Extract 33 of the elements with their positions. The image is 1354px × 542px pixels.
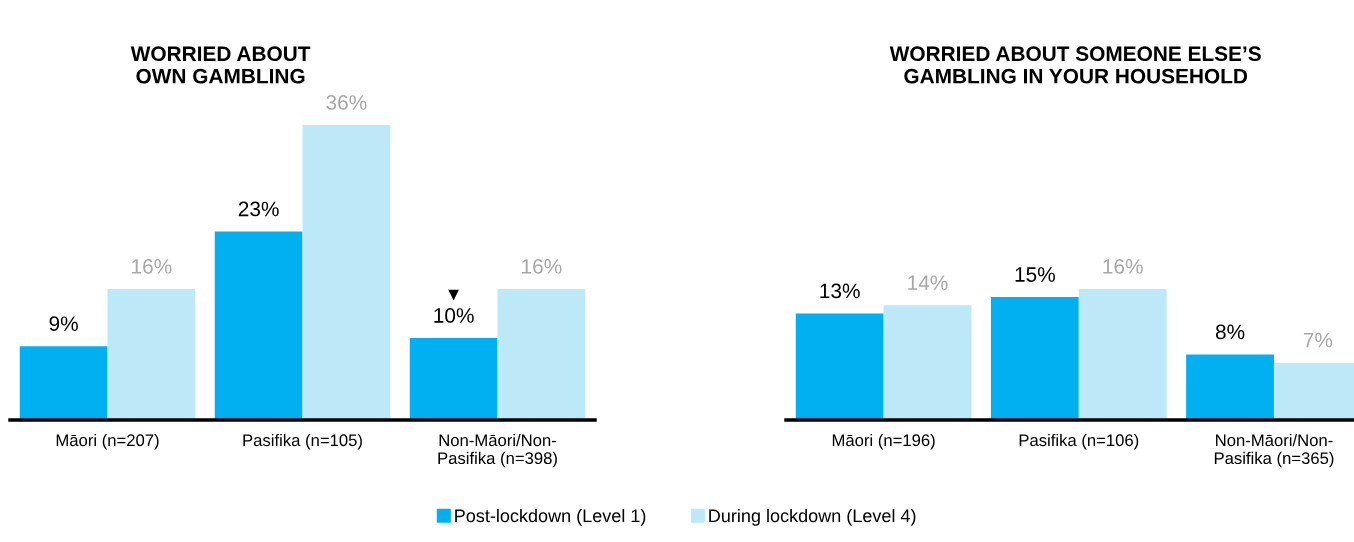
data-label: 36%	[326, 95, 367, 110]
x-tick-label: Non-Māori/Non- Pasifika (n=398)	[438, 433, 557, 468]
chart-title: WORRIED ABOUT OWN GAMBLING	[130, 46, 311, 84]
bar	[795, 313, 884, 420]
data-label: 10%	[434, 308, 474, 323]
data-label: 15%	[1015, 267, 1055, 282]
bar	[1078, 288, 1167, 420]
data-label: 8%	[1215, 324, 1245, 340]
legend-label: During lockdown (Level 4)	[709, 508, 916, 526]
bar	[497, 288, 586, 420]
bar	[107, 288, 196, 420]
bar	[883, 305, 972, 420]
annotation: ▼	[448, 289, 459, 301]
data-label: 16%	[1103, 258, 1143, 274]
x-tick-label: Non-Māori/Non- Pasifika (n=365)	[1214, 433, 1334, 468]
bar	[409, 338, 498, 420]
bar	[19, 346, 108, 420]
data-label: 16%	[132, 258, 172, 274]
legend-label: Post-lockdown (Level 1)	[455, 508, 646, 526]
data-label: 23%	[238, 201, 279, 217]
bar	[302, 125, 391, 420]
data-label: 9%	[49, 316, 78, 332]
data-label: 16%	[522, 258, 562, 274]
x-tick-label: Pasifika (n=106)	[1019, 433, 1139, 450]
data-label: 13%	[820, 283, 860, 299]
bar	[214, 231, 303, 420]
x-tick-label: Māori (n=207)	[56, 433, 159, 450]
bar	[990, 297, 1079, 420]
x-tick-label: Pasifika (n=105)	[243, 433, 362, 450]
data-label: 14%	[908, 275, 948, 290]
x-tick-label: Māori (n=196)	[832, 433, 935, 450]
data-label: 7%	[1303, 332, 1333, 348]
chart-title: WORRIED ABOUT SOMEONE ELSE’S GAMBLING IN YOUR HOUSEHOLD	[889, 46, 1261, 84]
